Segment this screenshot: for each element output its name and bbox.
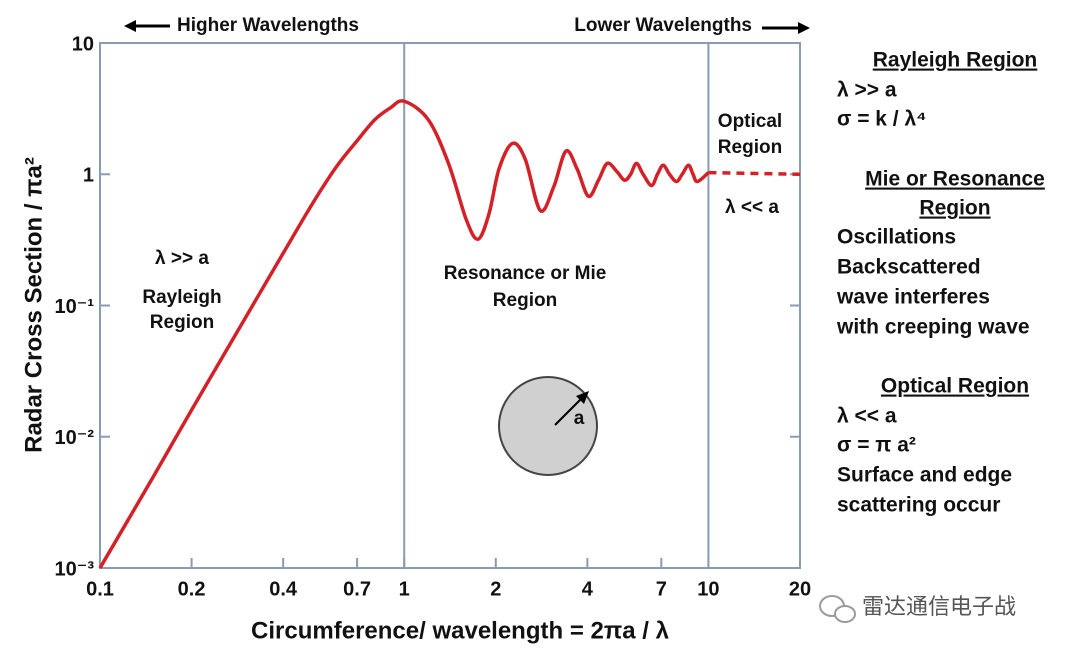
annotation: Resonance or Mie: [444, 263, 607, 284]
x-tick-label: 0.7: [343, 578, 371, 600]
note: Backscattered: [837, 256, 981, 279]
note: Surface and edge: [837, 464, 1012, 487]
series-line: [708, 170, 801, 176]
x-tick-label: 2: [490, 578, 501, 600]
annotation: Region: [718, 137, 782, 158]
x-tick-label: 10: [697, 578, 719, 600]
y-tick-label: 1: [83, 165, 94, 187]
x-axis-label: Circumference/ wavelength = 2πa / λ: [251, 617, 669, 644]
note: scattering occur: [837, 494, 1000, 517]
x-tick-label: 0.1: [86, 578, 114, 600]
arrow-head: [124, 20, 136, 32]
note: wave interferes: [836, 286, 990, 309]
annotation: Region: [493, 290, 557, 311]
sphere: [498, 376, 598, 476]
annotation: Rayleigh: [142, 287, 221, 308]
note: Oscillations: [837, 226, 956, 249]
annotation: Region: [150, 312, 214, 333]
arrow-head: [798, 22, 810, 34]
note: λ >> a: [837, 79, 897, 102]
y-axis-label: Radar Cross Section / πa²: [20, 157, 47, 453]
side-notes: Rayleigh Region λ >> a σ = k / λ⁴ Mie or…: [836, 49, 1045, 517]
radius-arrow: [554, 397, 583, 426]
note-heading: Region: [919, 197, 990, 220]
annotation: Optical: [718, 111, 782, 132]
x-tick-label: 0.2: [178, 578, 206, 600]
note: with creeping wave: [836, 316, 1030, 339]
watermark: 雷达通信电子战: [862, 594, 1016, 619]
annotation: Higher Wavelengths: [177, 15, 359, 36]
y-tick-label: 10: [72, 33, 94, 55]
annotation: Lower Wavelengths: [574, 15, 752, 36]
note-heading: Mie or Resonance: [865, 168, 1045, 191]
x-tick-label: 4: [582, 578, 594, 600]
note: λ << a: [837, 405, 897, 428]
x-tick-label: 20: [789, 578, 811, 600]
note: σ = π a²: [837, 434, 916, 457]
note: σ = k / λ⁴: [837, 108, 927, 131]
x-tick-label: 7: [656, 578, 667, 600]
series-line: [98, 99, 710, 569]
y-tick-label: 10⁻³: [55, 558, 95, 580]
annotation: λ >> a: [155, 248, 209, 269]
note-heading: Rayleigh Region: [873, 49, 1038, 72]
watermark-icon: [819, 595, 856, 623]
y-tick-label: 10⁻¹: [55, 296, 95, 318]
annotation: a: [574, 408, 585, 429]
x-tick-label: 0.4: [269, 578, 298, 600]
note-heading: Optical Region: [881, 375, 1029, 398]
y-tick-label: 10⁻²: [55, 427, 95, 449]
annotation: λ << a: [725, 197, 779, 218]
x-tick-label: 1: [399, 578, 410, 600]
arrow-head: [576, 391, 589, 404]
